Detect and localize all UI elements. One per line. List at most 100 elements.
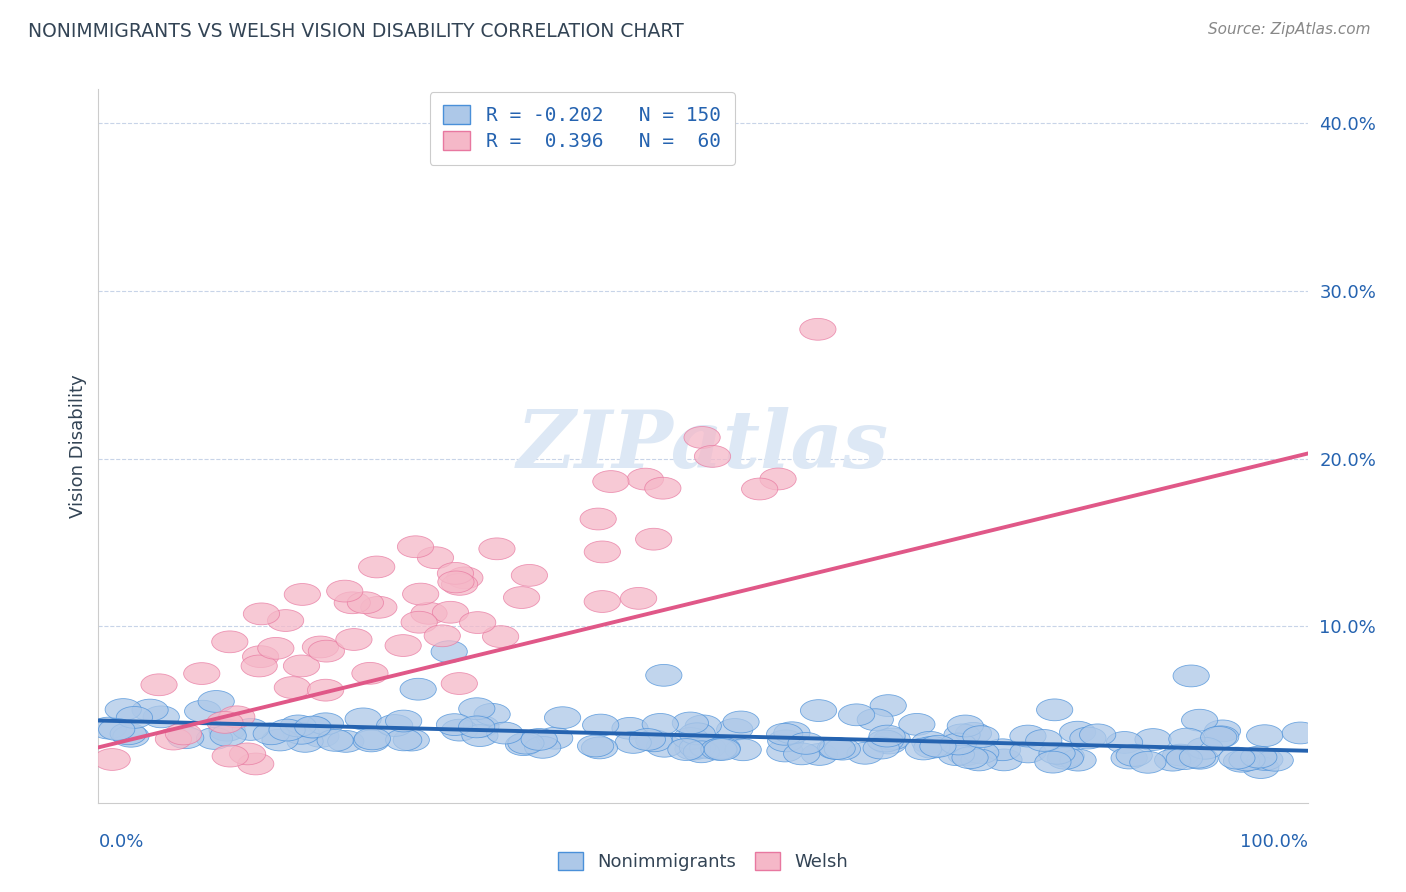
Ellipse shape (463, 715, 499, 738)
Ellipse shape (437, 571, 474, 593)
Ellipse shape (274, 677, 311, 698)
Ellipse shape (212, 631, 247, 653)
Ellipse shape (1060, 749, 1097, 771)
Ellipse shape (675, 739, 711, 760)
Ellipse shape (544, 706, 581, 729)
Ellipse shape (963, 742, 998, 764)
Ellipse shape (672, 712, 709, 734)
Ellipse shape (773, 722, 810, 744)
Ellipse shape (308, 680, 343, 701)
Ellipse shape (838, 704, 875, 726)
Ellipse shape (824, 739, 860, 760)
Ellipse shape (593, 471, 628, 492)
Ellipse shape (1182, 747, 1218, 769)
Ellipse shape (1243, 756, 1279, 779)
Ellipse shape (326, 580, 363, 602)
Ellipse shape (354, 728, 391, 750)
Ellipse shape (741, 478, 778, 500)
Ellipse shape (1070, 727, 1107, 749)
Ellipse shape (783, 743, 820, 764)
Ellipse shape (425, 625, 460, 647)
Ellipse shape (441, 673, 478, 695)
Ellipse shape (1205, 720, 1240, 742)
Ellipse shape (1116, 745, 1153, 766)
Ellipse shape (218, 706, 254, 728)
Ellipse shape (679, 723, 716, 745)
Ellipse shape (725, 739, 761, 761)
Ellipse shape (302, 725, 339, 747)
Ellipse shape (458, 716, 495, 738)
Ellipse shape (620, 588, 657, 609)
Ellipse shape (960, 749, 997, 771)
Ellipse shape (328, 731, 364, 752)
Ellipse shape (110, 723, 146, 745)
Ellipse shape (704, 739, 741, 760)
Ellipse shape (537, 727, 572, 749)
Ellipse shape (627, 468, 664, 490)
Ellipse shape (1181, 709, 1218, 731)
Ellipse shape (385, 710, 422, 732)
Ellipse shape (817, 738, 853, 759)
Ellipse shape (401, 678, 436, 700)
Ellipse shape (905, 738, 942, 760)
Ellipse shape (647, 735, 682, 757)
Ellipse shape (347, 591, 384, 614)
Ellipse shape (612, 717, 648, 739)
Ellipse shape (482, 625, 519, 648)
Ellipse shape (229, 743, 266, 764)
Ellipse shape (212, 745, 249, 767)
Ellipse shape (295, 716, 332, 739)
Ellipse shape (636, 528, 672, 550)
Ellipse shape (166, 723, 201, 745)
Ellipse shape (578, 735, 614, 757)
Ellipse shape (167, 727, 204, 748)
Ellipse shape (385, 729, 422, 751)
Ellipse shape (308, 640, 344, 662)
Ellipse shape (800, 318, 837, 340)
Ellipse shape (1047, 746, 1084, 767)
Ellipse shape (486, 723, 523, 744)
Ellipse shape (683, 426, 720, 449)
Ellipse shape (359, 556, 395, 578)
Ellipse shape (524, 737, 561, 758)
Text: NONIMMIGRANTS VS WELSH VISION DISABILITY CORRELATION CHART: NONIMMIGRANTS VS WELSH VISION DISABILITY… (28, 22, 683, 41)
Ellipse shape (98, 719, 135, 740)
Ellipse shape (787, 732, 824, 755)
Ellipse shape (1111, 747, 1147, 769)
Ellipse shape (920, 735, 956, 757)
Ellipse shape (1201, 726, 1237, 748)
Ellipse shape (240, 655, 277, 677)
Ellipse shape (583, 541, 620, 563)
Ellipse shape (1257, 749, 1294, 772)
Ellipse shape (1223, 750, 1260, 772)
Ellipse shape (458, 698, 495, 720)
Ellipse shape (242, 646, 278, 667)
Ellipse shape (207, 712, 243, 733)
Ellipse shape (112, 725, 149, 747)
Ellipse shape (948, 715, 983, 737)
Ellipse shape (846, 742, 883, 764)
Ellipse shape (914, 737, 950, 758)
Ellipse shape (441, 574, 478, 595)
Ellipse shape (316, 730, 353, 751)
Text: ZIPatlas: ZIPatlas (517, 408, 889, 484)
Ellipse shape (1229, 749, 1265, 771)
Ellipse shape (117, 706, 152, 728)
Ellipse shape (943, 724, 980, 746)
Ellipse shape (1163, 744, 1199, 766)
Ellipse shape (766, 740, 803, 762)
Ellipse shape (1010, 725, 1046, 747)
Ellipse shape (105, 698, 142, 721)
Ellipse shape (284, 655, 319, 677)
Ellipse shape (875, 728, 910, 750)
Ellipse shape (132, 699, 169, 721)
Ellipse shape (437, 563, 474, 584)
Ellipse shape (801, 744, 838, 765)
Ellipse shape (1202, 726, 1239, 747)
Ellipse shape (479, 538, 515, 560)
Ellipse shape (336, 629, 373, 650)
Ellipse shape (1168, 728, 1205, 750)
Ellipse shape (683, 741, 720, 763)
Ellipse shape (700, 739, 737, 760)
Ellipse shape (460, 612, 496, 633)
